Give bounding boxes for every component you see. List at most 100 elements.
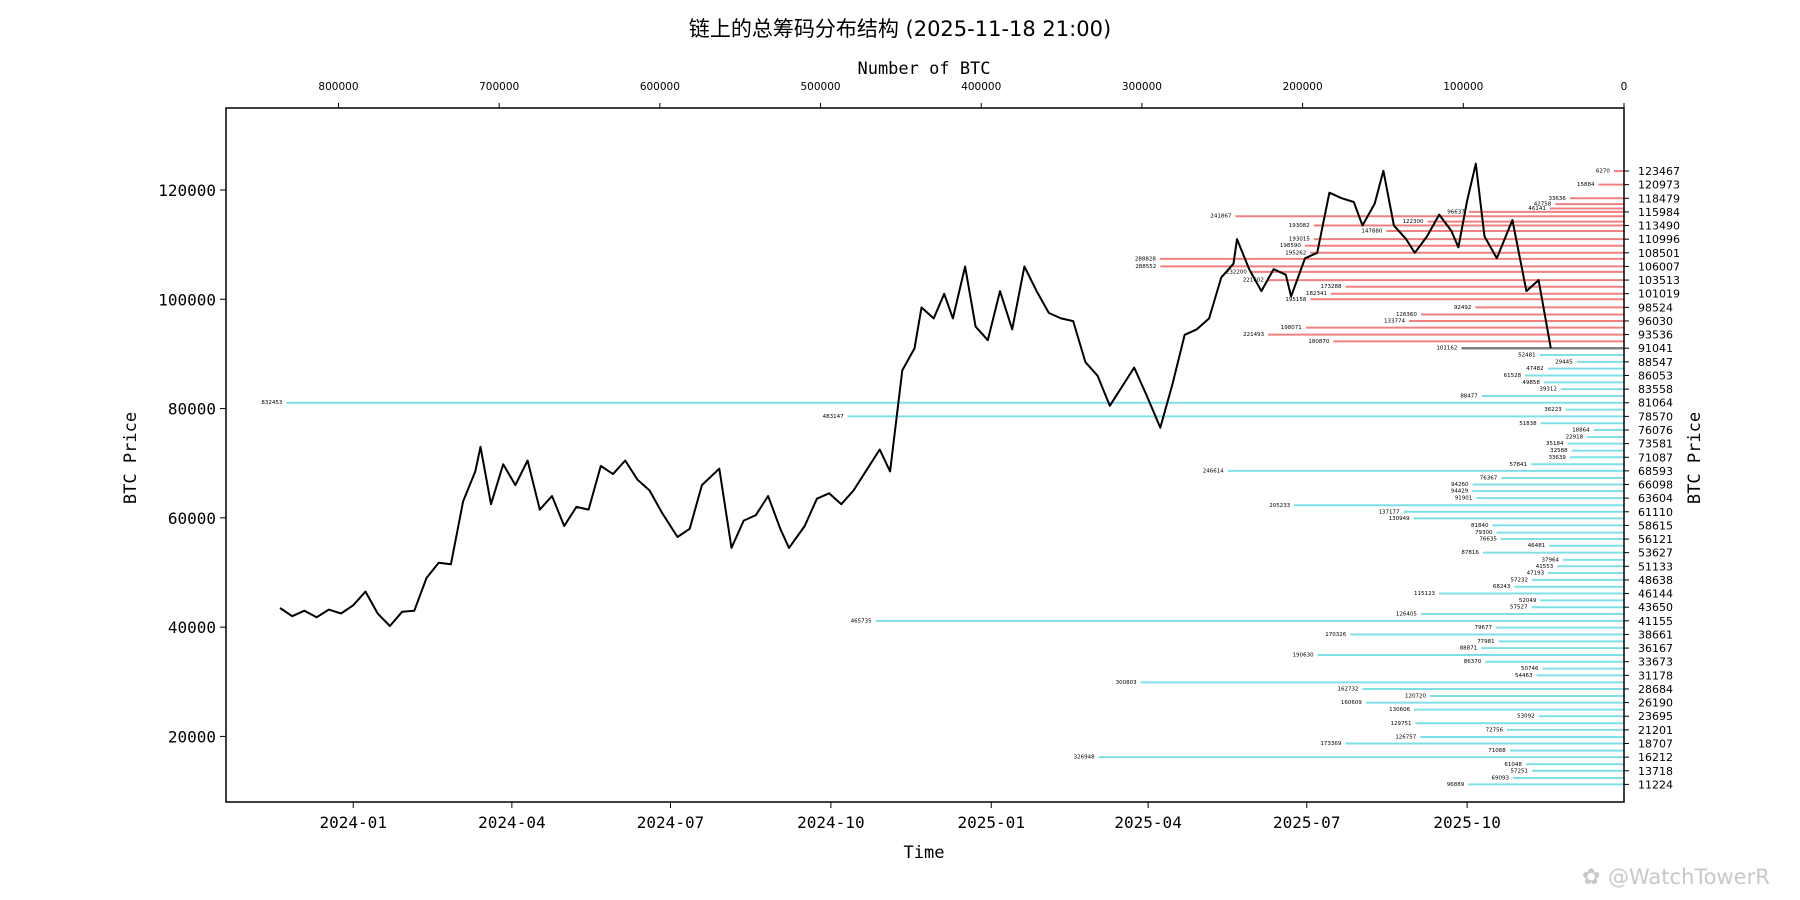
distribution-bar-label: 79677 (1474, 625, 1492, 631)
distribution-bar-label: 77981 (1477, 639, 1495, 645)
distribution-bar-label: 160609 (1341, 700, 1362, 706)
distribution-bar-label: 88477 (1460, 393, 1478, 399)
distribution-bar-label: 170326 (1325, 632, 1346, 638)
distribution-bar-label: 57232 (1511, 577, 1529, 583)
price-line (279, 162, 1552, 627)
distribution-bar-label: 288828 (1135, 256, 1156, 262)
right-tick-label: 83558 (1638, 383, 1673, 396)
distribution-bar-label: 15884 (1577, 182, 1595, 188)
distribution-bar-label: 162732 (1338, 686, 1359, 692)
x-tick-label: 2024-04 (478, 813, 545, 832)
right-tick-label: 13718 (1638, 765, 1673, 778)
distribution-bar-label: 32588 (1550, 448, 1568, 454)
distribution-bar-label: 221602 (1243, 278, 1264, 284)
right-tick-label: 58615 (1638, 519, 1673, 532)
right-tick-label: 113490 (1638, 220, 1680, 233)
top-tick-label: 800000 (318, 81, 358, 93)
distribution-bar-label: 53092 (1517, 714, 1535, 720)
distribution-bar-label: 832453 (261, 400, 282, 406)
right-tick-label: 53627 (1638, 547, 1673, 560)
right-tick-label: 63604 (1638, 492, 1673, 505)
distribution-bar-label: 190630 (1293, 653, 1314, 659)
distribution-bar-label: 37964 (1541, 557, 1559, 563)
distribution-bar-label: 35184 (1546, 441, 1564, 447)
right-axis-ticks: 1234671209731184791159841134901109961085… (1624, 165, 1680, 791)
watermark-text: @WatchTowerR (1608, 865, 1770, 889)
right-tick-label: 86053 (1638, 369, 1673, 382)
distribution-bar-label: 46481 (1528, 543, 1546, 549)
distribution-bar-label: 96889 (1447, 782, 1465, 788)
right-tick-label: 88547 (1638, 356, 1673, 369)
distribution-bar-label: 193015 (1289, 237, 1310, 243)
x-tick-label: 2024-10 (797, 813, 864, 832)
right-tick-label: 41155 (1638, 615, 1673, 628)
distribution-bar-label: 182341 (1306, 291, 1327, 297)
right-tick-label: 51133 (1638, 560, 1673, 573)
distribution-bar-label: 6270 (1596, 169, 1610, 175)
distribution-bar-label: 288552 (1135, 264, 1156, 270)
x-axis-label: Time (904, 843, 945, 863)
y-tick-label: 100000 (158, 290, 216, 309)
distribution-bar-label: 33636 (1548, 196, 1566, 202)
distribution-bar-label: 36223 (1544, 407, 1562, 413)
distribution-bar-label: 120720 (1405, 693, 1426, 699)
distribution-bar-label: 133774 (1384, 318, 1405, 324)
distribution-bar-label: 51838 (1519, 421, 1537, 427)
right-tick-label: 46144 (1638, 588, 1673, 601)
distribution-bar-label: 46141 (1528, 206, 1546, 212)
distribution-bar-label: 101162 (1436, 346, 1457, 352)
right-tick-label: 26190 (1638, 697, 1673, 710)
right-tick-label: 48638 (1638, 574, 1673, 587)
x-tick-label: 2025-01 (958, 813, 1025, 832)
distribution-bar-label: 52481 (1518, 352, 1536, 358)
y-tick-label: 80000 (168, 400, 216, 419)
distribution-bar-label: 57841 (1510, 462, 1528, 468)
distribution-bar-label: 22918 (1566, 434, 1584, 440)
top-axis-label: Number of BTC (857, 59, 990, 79)
distribution-bar-label: 94429 (1451, 489, 1469, 495)
distribution-bar-label: 91901 (1455, 496, 1473, 502)
right-tick-label: 38661 (1638, 628, 1673, 641)
distribution-bar-label: 42758 (1534, 202, 1552, 208)
right-tick-label: 118479 (1638, 192, 1680, 205)
y-tick-label: 20000 (168, 727, 216, 746)
right-tick-label: 56121 (1638, 533, 1673, 546)
distribution-bar-label: 137177 (1379, 509, 1400, 515)
distribution-bar-label: 122300 (1402, 219, 1423, 225)
distribution-bar-label: 39312 (1539, 387, 1557, 393)
right-tick-label: 18707 (1638, 737, 1673, 750)
distribution-bar-label: 180870 (1308, 339, 1329, 345)
distribution-bar-label: 47482 (1526, 366, 1544, 372)
right-tick-label: 123467 (1638, 165, 1680, 178)
top-axis-ticks: 800000 700000 600000 500000 400000 300000 2000… (318, 81, 1627, 108)
chart-title: 链上的总筹码分布结构 (2025-11-18 21:00) (689, 17, 1111, 41)
right-tick-label: 98524 (1638, 301, 1673, 314)
distribution-bar-label: 126360 (1396, 312, 1417, 318)
top-tick-label: 500000 (801, 81, 841, 93)
top-tick-label: 100000 (1443, 81, 1483, 93)
distribution-bar-label: 147880 (1361, 228, 1382, 234)
right-tick-label: 103513 (1638, 274, 1680, 287)
right-tick-label: 81064 (1638, 397, 1673, 410)
distribution-bar-label: 76635 (1479, 537, 1497, 543)
y-tick-label: 120000 (158, 181, 216, 200)
distribution-bar-label: 198071 (1281, 325, 1302, 331)
watermark-icon: ✿ (1582, 865, 1600, 890)
right-tick-label: 120973 (1638, 179, 1680, 192)
top-tick-label: 700000 (479, 81, 519, 93)
distribution-bar-label: 115123 (1414, 591, 1435, 597)
plot-frame (225, 107, 1625, 803)
distribution-bar-label: 193082 (1289, 223, 1310, 229)
y-tick-label: 60000 (168, 509, 216, 528)
right-tick-label: 110996 (1638, 233, 1680, 246)
x-axis-ticks: 2024-01 2024-04 2024-07 2024-10 2025-01 2025-… (320, 802, 1501, 832)
y-axis-label-left: BTC Price (121, 412, 141, 504)
distribution-bar-label: 41553 (1536, 564, 1554, 570)
distribution-bar-label: 94260 (1451, 482, 1469, 488)
distribution-bar-label: 241867 (1210, 214, 1231, 220)
x-tick-label: 2025-07 (1273, 813, 1340, 832)
distribution-bar-label: 76367 (1480, 475, 1498, 481)
distribution-bar-label: 221493 (1243, 332, 1264, 338)
